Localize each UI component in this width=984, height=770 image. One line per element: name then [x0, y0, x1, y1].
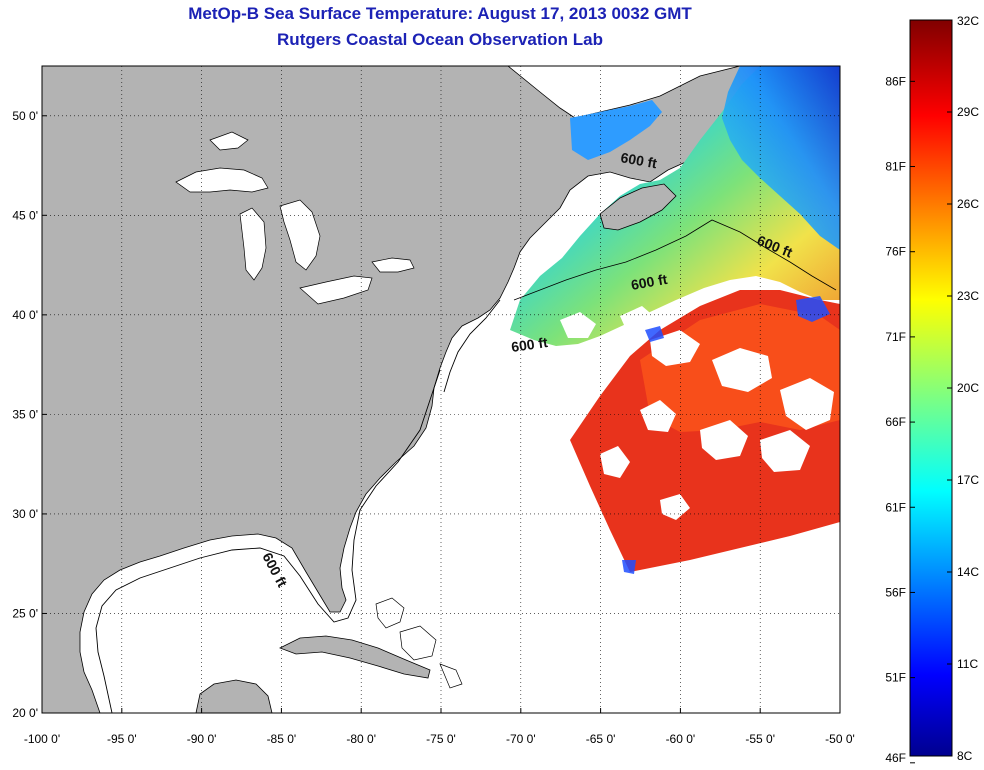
colorbar-celsius-label: 8C [957, 749, 973, 763]
sst-swath [510, 66, 840, 574]
bahamas-shoals [375, 597, 463, 689]
y-tick-label: 30 0' [12, 507, 38, 521]
map-title: MetOp-B Sea Surface Temperature: August … [188, 4, 692, 23]
colorbar-fahrenheit-label: 56F [885, 585, 906, 599]
x-tick-label: -55 0' [745, 732, 775, 746]
x-tick-label: -50 0' [825, 732, 855, 746]
y-tick-label: 45 0' [12, 208, 38, 222]
x-tick-label: -85 0' [267, 732, 297, 746]
colorbar-ticks: 32C 29C 26C 23C 20C 17C 14C 11C 8C 86F 81F 76F 71F 66… [885, 14, 979, 765]
nova-scotia-land [599, 183, 677, 231]
colorbar-fahrenheit-label: 76F [885, 245, 906, 259]
colorbar-celsius-label: 17C [957, 473, 979, 487]
colorbar-celsius-label: 14C [957, 565, 979, 579]
colorbar-fahrenheit-label: 86F [885, 74, 906, 88]
gulf-shelf-contour [95, 369, 441, 713]
colorbar-fahrenheit-label: 66F [885, 415, 906, 429]
x-axis-ticks: -100 0' -95 0' -90 0' -85 0' -80 0' -75 0' -70… [24, 708, 855, 746]
contour-label-600ft: 600 ft [619, 149, 658, 171]
colorbar-fahrenheit-label: 46F [885, 751, 906, 765]
y-axis-ticks: 20 0' 25 0' 30 0' 35 0' 40 0' 45 0' 50 0' [12, 109, 47, 720]
x-tick-label: -75 0' [426, 732, 456, 746]
colorbar-celsius-label: 20C [957, 381, 979, 395]
y-tick-label: 35 0' [12, 407, 38, 421]
y-tick-label: 20 0' [12, 706, 38, 720]
colorbar-fahrenheit-label: 61F [885, 500, 906, 514]
colorbar-celsius-label: 32C [957, 14, 979, 28]
yucatan-land [195, 679, 273, 713]
colorbar-fahrenheit-label: 71F [885, 330, 906, 344]
colorbar-gradient [909, 19, 953, 757]
colorbar-celsius-label: 11C [957, 657, 978, 671]
contour-label-600ft: 600 ft [630, 271, 669, 293]
northeast-shelf-contour [513, 219, 837, 301]
y-tick-label: 40 0' [12, 308, 38, 322]
cuba-land [279, 635, 431, 679]
x-tick-label: -70 0' [506, 732, 536, 746]
x-tick-label: -80 0' [346, 732, 376, 746]
map-area: 600 ft 600 ft 600 ft 600 ft 600 ft [42, 66, 840, 713]
contour-label-600ft: 600 ft [510, 334, 549, 355]
colorbar-fahrenheit-label: 81F [885, 160, 906, 174]
colorbar-celsius-label: 23C [957, 289, 979, 303]
map-gridlines [42, 66, 840, 713]
east-shelf-contour [443, 299, 501, 393]
x-tick-label: -60 0' [666, 732, 696, 746]
x-tick-label: -65 0' [586, 732, 616, 746]
colorbar-celsius-label: 26C [957, 197, 979, 211]
y-tick-label: 50 0' [12, 109, 38, 123]
map-subtitle: Rutgers Coastal Ocean Observation Lab [277, 30, 603, 49]
colorbar-fahrenheit-label: 51F [885, 671, 906, 685]
x-tick-label: -90 0' [187, 732, 217, 746]
colorbar: 32C 29C 26C 23C 20C 17C 14C 11C 8C 86F 81F 76F 71F 66… [885, 14, 979, 765]
x-tick-label: -95 0' [107, 732, 137, 746]
great-lakes [175, 131, 415, 305]
y-tick-label: 25 0' [12, 606, 38, 620]
x-tick-label: -100 0' [24, 732, 60, 746]
colorbar-celsius-label: 29C [957, 105, 979, 119]
